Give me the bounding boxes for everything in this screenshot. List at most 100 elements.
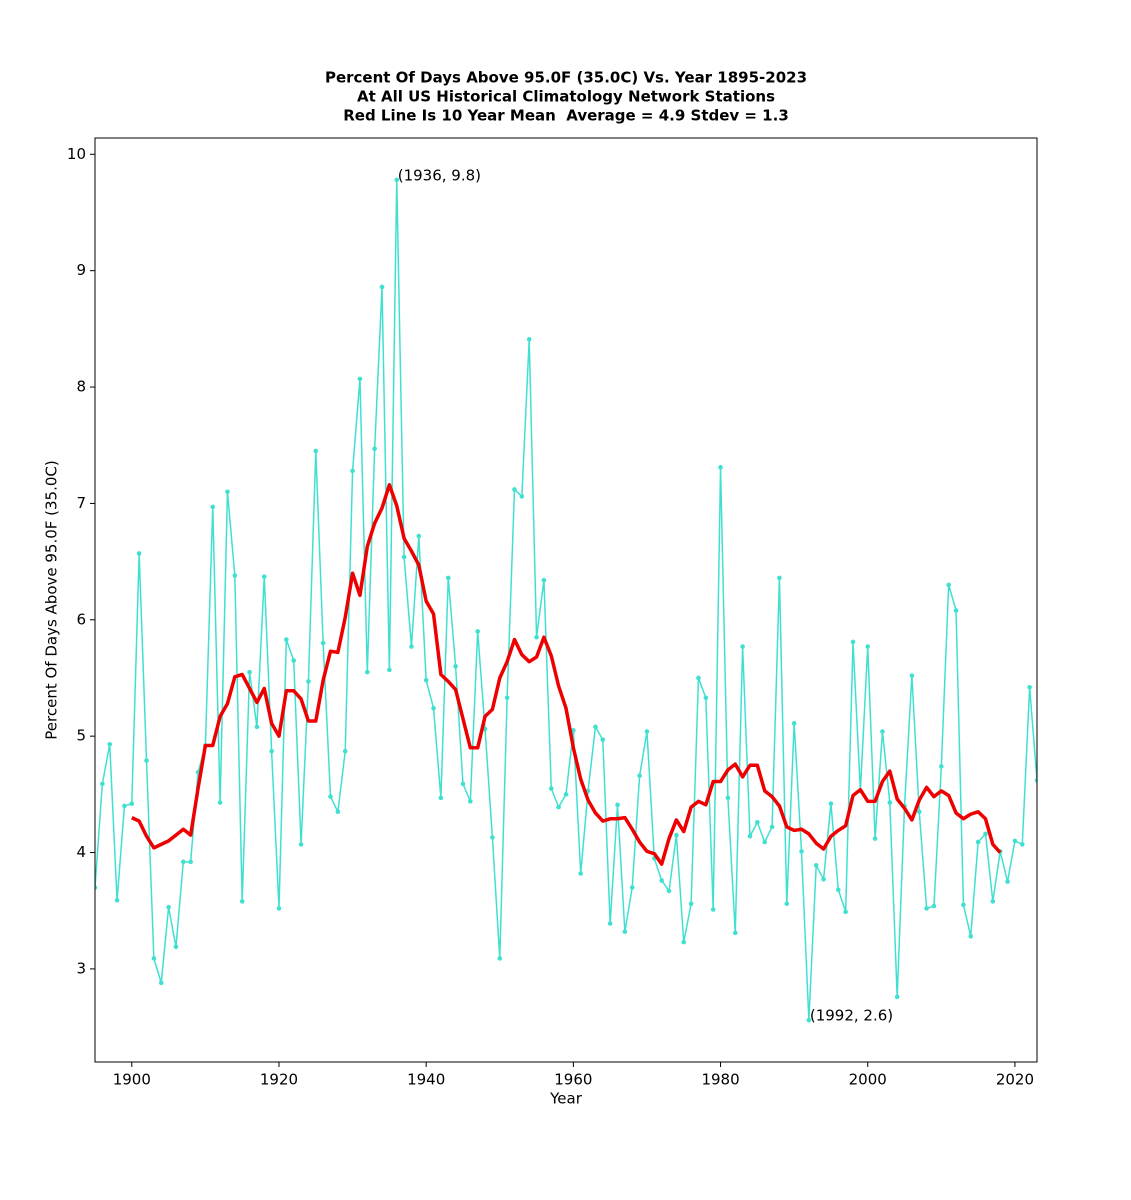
data-point — [983, 831, 988, 837]
data-point — [453, 664, 458, 669]
data-point — [210, 504, 216, 510]
data-point — [122, 803, 127, 809]
data-point — [791, 721, 797, 726]
data-point — [217, 800, 223, 805]
data-point — [357, 376, 363, 382]
y-tick-label: 6 — [76, 610, 86, 628]
y-tick-label: 3 — [76, 959, 86, 977]
data-point — [703, 695, 709, 701]
data-point — [887, 800, 893, 805]
data-point — [364, 669, 370, 675]
data-point — [107, 742, 113, 747]
data-point — [909, 673, 915, 678]
data-point — [916, 809, 922, 815]
data-point — [607, 921, 613, 926]
data-point — [475, 629, 480, 634]
data-point — [497, 956, 503, 961]
data-point — [95, 885, 98, 890]
data-point — [291, 658, 297, 663]
data-point — [696, 675, 701, 681]
data-point — [813, 863, 819, 868]
data-point — [571, 728, 576, 733]
data-point — [762, 839, 768, 845]
x-tick-label: 1900 — [113, 1071, 151, 1089]
data-point — [372, 446, 377, 452]
data-point — [460, 781, 466, 787]
data-point — [1019, 842, 1025, 847]
x-tick-label: 2020 — [996, 1071, 1034, 1089]
data-point — [534, 634, 539, 640]
data-point — [313, 448, 319, 454]
data-point — [961, 902, 966, 908]
data-point — [843, 909, 848, 915]
data-point — [468, 799, 473, 804]
data-point — [629, 885, 635, 890]
annotation: (1992, 2.6) — [810, 1007, 893, 1025]
data-point — [328, 794, 333, 799]
data-point — [350, 468, 355, 474]
chart-title: Red Line Is 10 Year Mean Average = 4.9 S… — [343, 107, 789, 125]
data-point — [615, 802, 620, 808]
data-point — [990, 899, 996, 904]
data-point — [563, 792, 569, 797]
y-tick-label: 4 — [76, 843, 86, 861]
data-point — [799, 849, 804, 854]
data-point — [166, 904, 171, 910]
data-point — [387, 667, 392, 673]
series-line — [131, 483, 1002, 866]
data-point — [784, 901, 790, 907]
x-tick-label: 2000 — [849, 1071, 887, 1089]
x-axis-label: Year — [549, 1090, 583, 1108]
data-point — [306, 679, 311, 684]
data-point — [541, 577, 547, 583]
data-point — [865, 644, 871, 649]
data-point — [556, 804, 561, 810]
data-point — [688, 901, 694, 907]
data-point — [674, 832, 679, 838]
data-point — [1012, 838, 1018, 844]
series-line — [95, 179, 1037, 1021]
data-point — [593, 724, 598, 730]
data-point — [298, 842, 304, 847]
data-point — [939, 764, 944, 769]
plot-area — [95, 177, 1037, 1023]
data-point — [644, 729, 650, 734]
data-point — [342, 748, 348, 754]
data-point — [423, 677, 429, 683]
y-tick-label: 7 — [76, 494, 86, 512]
data-point — [379, 284, 385, 290]
data-point — [880, 729, 885, 734]
data-point — [872, 836, 878, 841]
data-point — [114, 897, 120, 903]
data-point — [526, 337, 532, 342]
data-point — [835, 887, 841, 893]
axes-frame — [94, 137, 1038, 1063]
y-tick-label: 10 — [67, 145, 86, 163]
data-point — [519, 494, 525, 499]
data-point — [394, 177, 400, 183]
data-point — [401, 554, 407, 560]
data-point — [276, 906, 282, 911]
data-point — [732, 930, 738, 936]
data-point — [129, 801, 135, 806]
data-point — [894, 994, 900, 1000]
y-tick-label: 9 — [76, 261, 86, 279]
data-point — [1034, 778, 1037, 783]
data-point — [445, 575, 451, 581]
data-point — [1027, 684, 1032, 690]
data-point — [710, 907, 716, 912]
data-point — [755, 819, 760, 825]
x-tick-label: 1920 — [260, 1071, 298, 1089]
data-point — [173, 944, 179, 950]
chart-title: Percent Of Days Above 95.0F (35.0C) Vs. … — [325, 69, 807, 87]
data-point — [725, 795, 731, 801]
data-point — [136, 551, 142, 556]
data-point — [806, 1017, 812, 1023]
data-point — [490, 835, 495, 840]
data-point — [850, 639, 856, 645]
data-point — [637, 773, 642, 779]
x-tick-label: 1940 — [407, 1071, 445, 1089]
data-point — [254, 724, 260, 730]
